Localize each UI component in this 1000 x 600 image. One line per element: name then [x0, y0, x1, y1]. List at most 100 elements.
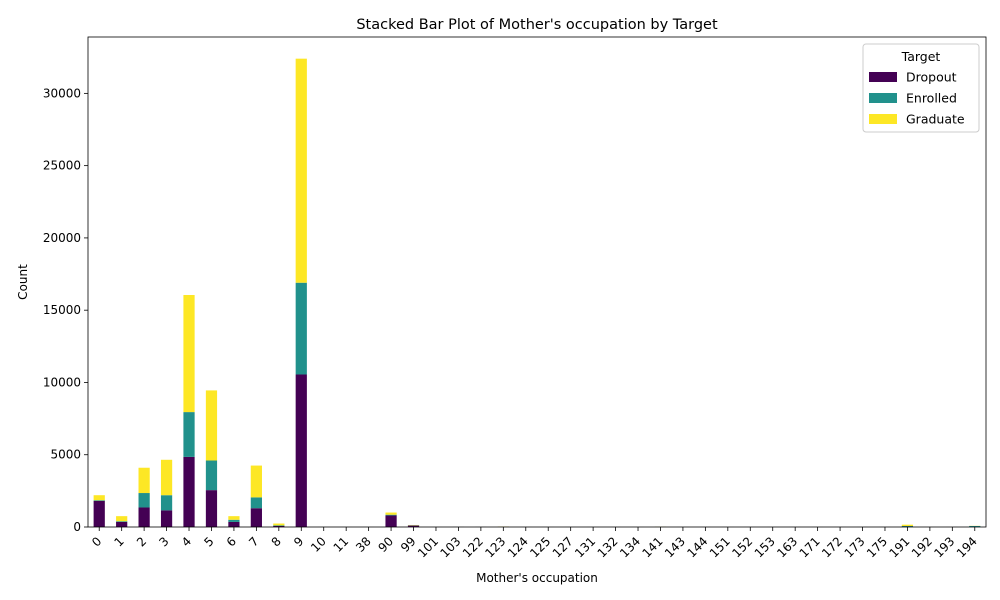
- x-tick-label-141: 141: [639, 534, 665, 560]
- bar-dropout-6: [228, 521, 240, 527]
- x-tick-label-134: 134: [617, 534, 643, 560]
- x-tick-label-191: 191: [886, 534, 912, 560]
- bar-dropout-2: [138, 507, 150, 527]
- x-tick-label-2: 2: [134, 534, 149, 549]
- legend-box: [862, 43, 980, 133]
- legend-swatch-dropout: [869, 72, 897, 82]
- legend-label-enrolled: Enrolled: [906, 91, 957, 106]
- x-tick-label-103: 103: [437, 534, 463, 560]
- bar-enrolled-0: [93, 500, 105, 501]
- bar-enrolled-191: [901, 525, 914, 527]
- bar-enrolled-7: [250, 497, 262, 509]
- x-tick-label-152: 152: [729, 534, 755, 560]
- y-tick-label: 10000: [43, 375, 81, 389]
- x-tick-label-10: 10: [308, 534, 329, 555]
- x-tick-label-131: 131: [572, 534, 598, 560]
- x-tick-label-144: 144: [684, 534, 710, 560]
- x-tick-label-9: 9: [291, 534, 306, 549]
- bar-enrolled-2: [138, 493, 150, 508]
- bar-graduate-2: [138, 467, 150, 494]
- bar-graduate-5: [205, 390, 218, 461]
- bar-graduate-6: [228, 516, 240, 520]
- bar-graduate-90: [385, 512, 397, 515]
- bar-enrolled-9: [295, 282, 307, 375]
- x-tick-label-122: 122: [460, 534, 486, 560]
- bar-graduate-0: [93, 495, 105, 501]
- x-tick-label-38: 38: [353, 534, 374, 555]
- x-tick-label-151: 151: [707, 534, 733, 560]
- x-tick-label-193: 193: [931, 534, 957, 560]
- bar-dropout-90: [385, 515, 397, 527]
- x-axis: 0 1 2 3 4 5 6 7 8 9 10 11 38 90 9910110312212312412512…: [89, 527, 980, 560]
- x-tick-label-3: 3: [156, 534, 171, 549]
- plot-frame: [87, 36, 987, 528]
- legend-swatch-graduate: [869, 114, 897, 124]
- y-tick-label: 0: [73, 520, 81, 534]
- x-tick-label-175: 175: [864, 534, 890, 560]
- x-tick-label-6: 6: [224, 534, 239, 549]
- bar-graduate-9: [295, 58, 307, 283]
- legend-swatch-enrolled: [869, 93, 897, 103]
- bar-dropout-5: [205, 490, 218, 527]
- x-tick-label-194: 194: [954, 534, 980, 560]
- chart-title: Stacked Bar Plot of Mother's occupation …: [356, 17, 718, 33]
- y-tick-label: 5000: [50, 448, 81, 462]
- bar-graduate-191: [901, 524, 914, 526]
- bar-enrolled-1: [116, 521, 128, 522]
- x-tick-label-127: 127: [550, 534, 576, 560]
- bar-enrolled-3: [160, 495, 173, 511]
- x-axis-title: Mother's occupation: [476, 571, 598, 585]
- x-tick-label-125: 125: [527, 534, 553, 560]
- y-axis-title: Count: [16, 264, 30, 300]
- bar-graduate-3: [160, 459, 173, 496]
- legend-title: Target: [901, 49, 941, 64]
- bar-dropout-1: [116, 521, 128, 527]
- bar-enrolled-4: [183, 412, 195, 457]
- bar-graduate-7: [250, 465, 262, 498]
- x-tick-label-5: 5: [201, 534, 216, 549]
- x-tick-label-153: 153: [752, 534, 778, 560]
- bars-group: [93, 58, 981, 527]
- x-tick-label-123: 123: [482, 534, 508, 560]
- bar-graduate-1: [116, 516, 128, 522]
- x-tick-label-1: 1: [111, 534, 126, 549]
- x-tick-label-4: 4: [179, 534, 194, 549]
- x-tick-label-8: 8: [269, 534, 284, 549]
- legend-label-dropout: Dropout: [906, 70, 957, 85]
- x-tick-label-171: 171: [797, 534, 823, 560]
- bar-enrolled-6: [228, 519, 240, 522]
- x-tick-label-173: 173: [842, 534, 868, 560]
- x-tick-label-172: 172: [819, 534, 845, 560]
- y-tick-label: 30000: [43, 86, 81, 100]
- x-tick-label-90: 90: [375, 534, 396, 555]
- bar-dropout-3: [160, 510, 173, 527]
- y-tick-label: 20000: [43, 231, 81, 245]
- bar-dropout-8: [273, 525, 285, 527]
- legend: Target Dropout Enrolled Graduate: [862, 43, 980, 133]
- x-tick-label-163: 163: [774, 534, 800, 560]
- bar-enrolled-8: [273, 525, 285, 526]
- legend-label-graduate: Graduate: [906, 112, 965, 127]
- x-tick-label-101: 101: [415, 534, 441, 560]
- bar-dropout-9: [295, 374, 307, 527]
- bar-dropout-4: [183, 456, 195, 527]
- x-tick-label-143: 143: [662, 534, 688, 560]
- y-tick-label: 15000: [43, 303, 81, 317]
- bar-enrolled-194: [969, 525, 981, 527]
- bar-enrolled-5: [205, 460, 218, 491]
- y-tick-label: 25000: [43, 159, 81, 173]
- x-tick-label-7: 7: [246, 534, 261, 549]
- bar-dropout-7: [250, 508, 262, 527]
- x-tick-label-11: 11: [331, 534, 352, 555]
- x-tick-label-0: 0: [89, 534, 104, 549]
- bar-dropout-99: [407, 525, 420, 527]
- x-tick-label-132: 132: [595, 534, 621, 560]
- x-tick-label-192: 192: [909, 534, 935, 560]
- bar-graduate-4: [183, 295, 195, 413]
- bar-graduate-8: [273, 523, 285, 526]
- bar-dropout-0: [93, 500, 105, 527]
- x-tick-label-124: 124: [505, 534, 531, 560]
- bar-enrolled-90: [385, 514, 397, 516]
- y-axis: 0 5000 10000 15000 20000 25000 30000: [43, 86, 88, 534]
